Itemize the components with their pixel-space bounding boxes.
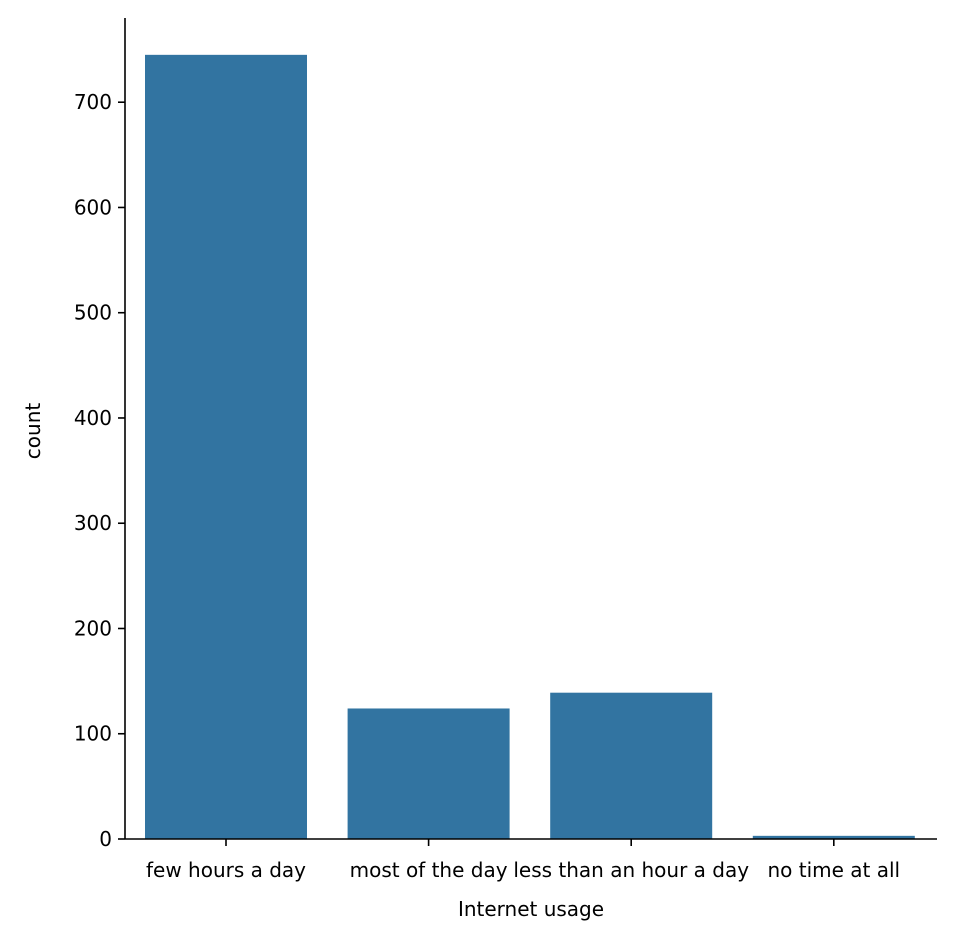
y-tick-label-3: 300 [74, 511, 112, 535]
y-axis-title: count [21, 403, 45, 460]
y-tick-label-6: 600 [74, 195, 112, 219]
x-axis-ticks: few hours a day most of the day less than … [146, 839, 900, 882]
bar-0 [145, 54, 307, 840]
y-tick-label-0: 0 [99, 827, 112, 851]
y-tick-label-4: 400 [74, 406, 112, 430]
y-tick-label-2: 200 [74, 616, 112, 640]
bar-3 [752, 835, 915, 839]
x-tick-label-1: most of the day [350, 858, 508, 882]
bar-2 [550, 692, 713, 839]
y-tick-label-7: 700 [74, 90, 112, 114]
bar-1 [347, 708, 510, 839]
y-axis-ticks: 0 100 200 300 400 500 600 700 [74, 90, 125, 851]
x-tick-label-3: no time at all [767, 858, 900, 882]
x-axis-title: Internet usage [458, 897, 604, 921]
bars-group [145, 54, 915, 840]
x-tick-label-0: few hours a day [146, 858, 306, 882]
x-tick-label-2: less than an hour a day [513, 858, 749, 882]
y-tick-label-5: 500 [74, 301, 112, 325]
y-tick-label-1: 100 [74, 722, 112, 746]
